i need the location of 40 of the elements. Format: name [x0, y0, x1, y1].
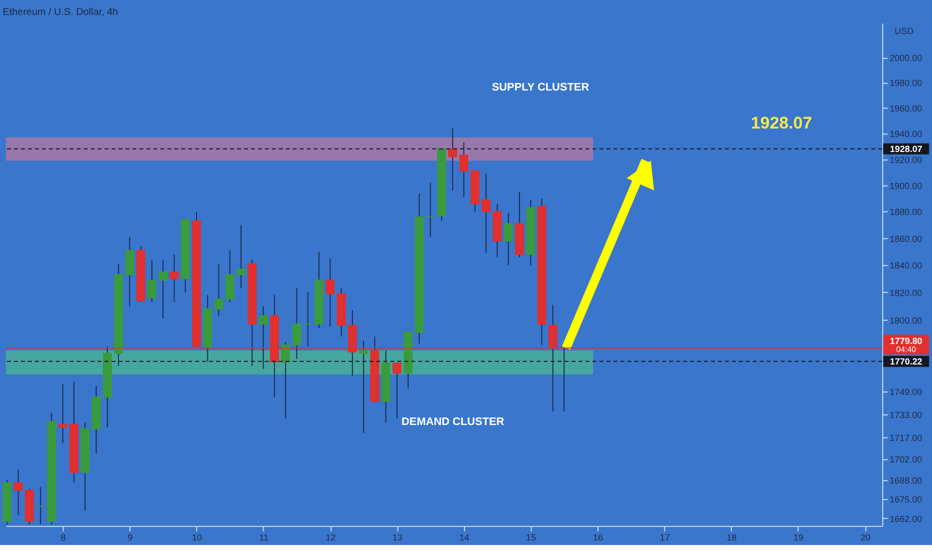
y-tick-label: 1717.00	[890, 432, 922, 443]
y-tick-label: 1840.00	[890, 260, 922, 271]
annotation: SUPPLY CLUSTER	[492, 82, 590, 94]
y-tick-label: 1880.00	[890, 207, 922, 218]
y-tick-label: 1688.00	[890, 475, 922, 486]
x-tick-label: 20	[860, 532, 870, 542]
x-tick-label: 18	[726, 532, 737, 542]
y-tick-label: 1920.00	[890, 154, 922, 165]
x-tick-label: 15	[526, 532, 536, 542]
text: USD	[894, 26, 914, 36]
y-tick-label: 1960.00	[890, 103, 922, 114]
y-tick-label: 1860.00	[890, 234, 922, 244]
annotation: 1928.07	[750, 114, 812, 133]
ref-line-label: 1770.22	[890, 356, 922, 366]
y-tick-label: 1675.00	[890, 494, 922, 505]
x-tick-label: 8	[60, 532, 66, 542]
x-tick-label: 14	[459, 532, 470, 542]
y-tick-label: 1733.00	[890, 410, 922, 420]
annotation: DEMAND CLUSTER	[402, 416, 504, 428]
ref-line-label: 1928.07	[890, 144, 922, 154]
x-tick-label: 16	[593, 532, 603, 542]
y-tick-label: 1940.00	[890, 128, 922, 139]
y-tick-label: 1900.00	[890, 180, 922, 191]
y-tick-label: 1980.00	[890, 78, 922, 88]
x-tick-label: 19	[794, 532, 804, 542]
y-tick-label: 2000.00	[890, 53, 922, 64]
chart-title: Ethereum / U.S. Dollar, 4h	[2, 7, 118, 18]
x-tick-label: 12	[326, 532, 336, 542]
x-tick-label: 9	[128, 532, 133, 542]
text: 04:40	[896, 344, 917, 354]
y-tick-label: 1662.00	[890, 514, 922, 524]
y-tick-label: 1820.00	[890, 288, 922, 298]
x-tick-label: 13	[392, 532, 402, 542]
x-tick-label: 17	[660, 532, 670, 542]
ref-line-label: 1779.80	[890, 336, 922, 346]
y-tick-label: 1800.00	[890, 315, 922, 326]
y-tick-label: 1702.00	[890, 454, 922, 465]
y-tick-label: 1749.00	[890, 386, 922, 397]
x-tick-label: 11	[259, 532, 268, 542]
x-tick-label: 10	[192, 532, 202, 542]
